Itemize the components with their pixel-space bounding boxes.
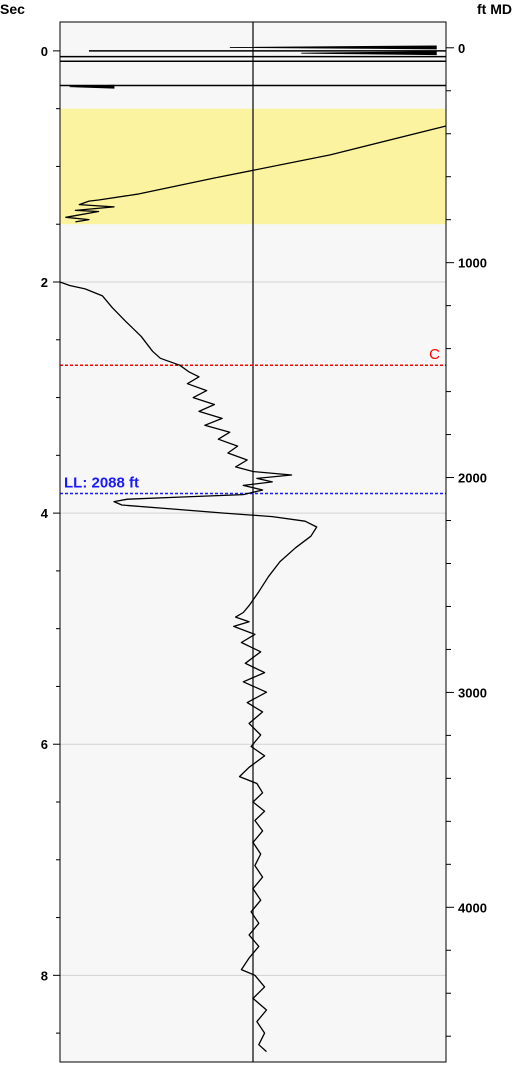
right-tick-label: 3000	[458, 685, 487, 700]
top-trace-spike	[301, 51, 437, 56]
right-axis: 0 1000 2000 3000 4000	[446, 41, 487, 1037]
top-trace-spike	[229, 45, 437, 50]
right-tick-label: 4000	[458, 900, 487, 915]
marker-label: LL: 2088 ft	[64, 474, 139, 491]
series-line	[59, 281, 318, 1053]
right-tick-label: 2000	[458, 471, 487, 486]
left-tick-label: 4	[41, 506, 49, 521]
left-tick-label: 8	[41, 968, 48, 983]
series-line	[65, 125, 447, 223]
left-axis: 0 2 4 6 8	[41, 44, 60, 1034]
right-tick-label: 0	[458, 41, 465, 56]
left-tick-label: 0	[41, 44, 48, 59]
marker-layer: C LL: 2088 ft	[60, 346, 446, 495]
right-axis-title: ft MD	[477, 1, 512, 17]
left-tick-label: 6	[41, 737, 48, 752]
top-trace-spike	[69, 84, 115, 89]
left-axis-title: Sec	[0, 1, 25, 17]
right-tick-label: 1000	[458, 256, 487, 271]
marker-label: C	[429, 346, 440, 363]
left-tick-label: 2	[41, 275, 48, 290]
trace-layer	[59, 45, 447, 1053]
plot-frame	[59, 21, 447, 1063]
